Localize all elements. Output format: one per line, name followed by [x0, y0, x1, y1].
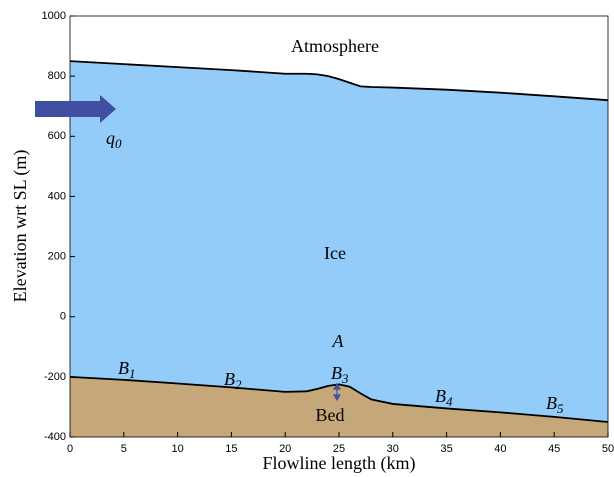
- annotation-text: A: [332, 331, 345, 351]
- annotation-subscript: 5: [557, 401, 564, 416]
- surface-line: [69, 60, 609, 102]
- y-tick-label: -400: [44, 431, 66, 443]
- annotation-text: Ice: [324, 243, 346, 263]
- x-tick-label: 50: [602, 443, 614, 455]
- ice-fill: [70, 61, 608, 422]
- annotation: B3: [331, 363, 349, 386]
- annotation: B2: [224, 369, 242, 392]
- annotation: q0: [106, 128, 122, 151]
- annotation: A: [332, 331, 345, 351]
- annotation-text: B: [118, 358, 129, 378]
- annotation: B4: [435, 386, 453, 409]
- x-tick-label: 5: [121, 443, 127, 455]
- x-tick-label: 35: [440, 443, 452, 455]
- x-tick-label: 40: [494, 443, 506, 455]
- y-axis-title: Elevation wrt SL (m): [10, 150, 31, 303]
- x-tick-label: 25: [333, 443, 345, 455]
- annotation-subscript: 3: [341, 371, 349, 386]
- bed-line: [69, 375, 609, 423]
- y-tick-label: 600: [48, 130, 66, 142]
- x-tick-label: 0: [67, 443, 73, 455]
- y-tick-label: 0: [60, 311, 66, 323]
- y-tick-label: 200: [48, 250, 66, 262]
- y-tick-label: 1000: [42, 10, 66, 22]
- x-tick-label: 30: [387, 443, 399, 455]
- y-tick-label: -200: [44, 371, 66, 383]
- annotation-subscript: 1: [129, 366, 136, 381]
- y-tick-label: 400: [48, 190, 66, 202]
- annotation-subscript: 4: [446, 394, 453, 409]
- annotation: Bed: [316, 405, 345, 425]
- flux-arrow: [35, 95, 116, 123]
- annotation-text: B: [224, 369, 235, 389]
- annotation-text: Atmosphere: [291, 36, 379, 56]
- annotation: B5: [546, 393, 564, 416]
- thickness-arrow: [332, 382, 342, 402]
- annotation: Atmosphere: [291, 36, 379, 56]
- x-tick-label: 15: [225, 443, 237, 455]
- annotation-text: q: [106, 128, 115, 148]
- annotation: B1: [118, 358, 136, 381]
- annotation-text: Bed: [316, 405, 345, 425]
- bed-fill: [70, 376, 608, 437]
- annotation-subscript: 2: [235, 377, 242, 392]
- annotation: Ice: [324, 243, 346, 263]
- annotation-text: B: [435, 386, 446, 406]
- y-tick-label: 800: [48, 70, 66, 82]
- plot-area: [69, 15, 609, 438]
- x-tick-label: 10: [171, 443, 183, 455]
- annotation-text: B: [331, 363, 342, 383]
- x-axis-title: Flowline length (km): [263, 453, 416, 474]
- x-tick-label: 45: [548, 443, 560, 455]
- annotation-subscript: 0: [115, 136, 122, 151]
- annotation-text: B: [546, 393, 557, 413]
- x-tick-label: 20: [279, 443, 291, 455]
